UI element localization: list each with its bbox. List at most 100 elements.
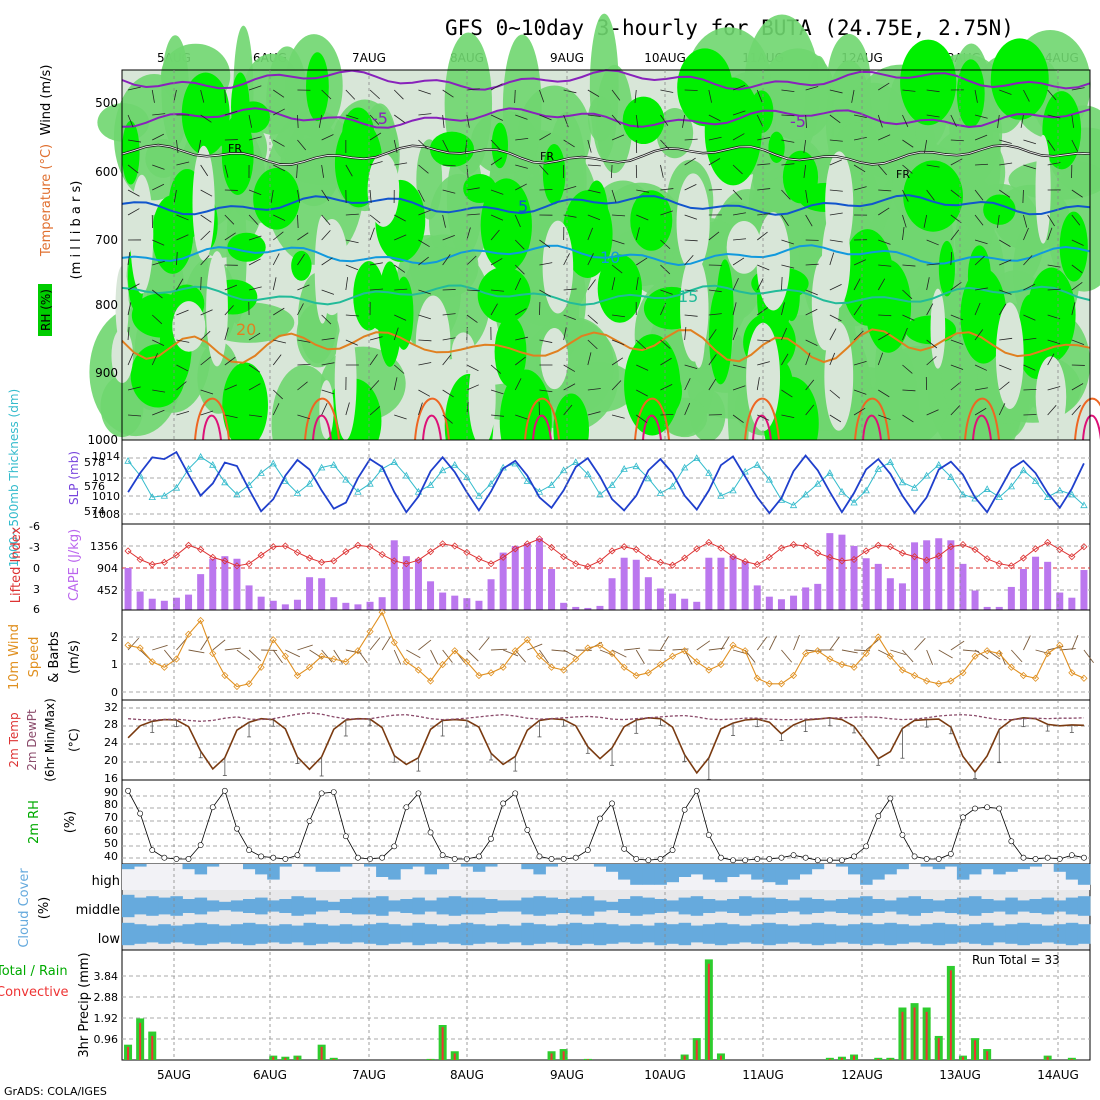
wind-barb <box>975 163 989 166</box>
rh2m-point <box>125 787 131 794</box>
wind-barb <box>636 189 650 193</box>
cloud-mid-bar <box>448 896 462 916</box>
cloud-low-bar <box>751 924 764 944</box>
wind-barb <box>442 189 456 194</box>
wind-barb <box>127 86 141 91</box>
wind-barb <box>974 214 984 226</box>
wind-barb <box>224 284 238 291</box>
li-label: Lifted Index <box>9 526 24 603</box>
li-point <box>547 543 556 551</box>
cloud-high-bar <box>642 864 655 885</box>
wind-barb <box>950 314 964 321</box>
contour-label: 20 <box>236 320 256 339</box>
contour-label: -5 <box>790 112 806 131</box>
wind-barb <box>1047 353 1055 366</box>
wind10m-barb <box>369 637 381 651</box>
li-point <box>245 560 253 568</box>
thickness-point <box>693 454 701 462</box>
wind-barb <box>273 108 285 116</box>
precip-conv-bar <box>151 1035 154 1060</box>
wind-barb <box>829 314 842 322</box>
cape-bar <box>281 604 289 610</box>
cape-bar <box>511 545 519 610</box>
rh-tick: 70 <box>104 811 118 824</box>
li-point <box>596 557 604 565</box>
cape-label: CAPE (J/kg) <box>67 529 82 601</box>
rh2m-point <box>621 845 628 852</box>
wind-barb <box>902 327 908 341</box>
wind-barb <box>515 308 527 316</box>
pressure-tick: 1000 <box>87 433 118 447</box>
cloud-mid-bar <box>158 897 171 915</box>
wind-barb <box>321 164 325 178</box>
li-point <box>947 543 955 551</box>
warm-contour <box>194 397 230 441</box>
thickness-point <box>330 461 338 468</box>
cloud-high-bar <box>872 864 885 880</box>
wind-barb <box>418 139 429 150</box>
slp-tick: 1010 <box>92 490 120 503</box>
wind-barb <box>997 114 1000 128</box>
wind-barb <box>272 403 280 416</box>
hot-contour <box>202 414 222 441</box>
li-tick: -6 <box>29 520 40 533</box>
cloud-mid-bar <box>545 897 558 915</box>
wind-barb <box>998 303 1007 316</box>
rh2m-point <box>572 854 579 861</box>
cloud-high-bar <box>993 864 1006 875</box>
cloud-high-bar <box>279 864 292 867</box>
rh-bright-blob <box>1059 211 1088 282</box>
wind-barb <box>369 406 381 416</box>
cape-bar <box>1044 561 1052 610</box>
cloud-high-bar <box>932 864 946 870</box>
wind10m-barb <box>236 649 250 661</box>
cloud-low-bar <box>618 925 631 943</box>
wind10m-barb <box>381 636 392 651</box>
wind10m-barb <box>950 640 965 651</box>
cloud-mid-bar <box>763 897 776 915</box>
wind-barb <box>636 257 648 266</box>
cloud-high-bar <box>593 864 607 867</box>
li-point <box>136 555 144 564</box>
wind-barb <box>660 383 673 391</box>
wind-barb <box>926 409 939 416</box>
wind10m-point <box>620 663 628 671</box>
cape-frame <box>121 523 1091 611</box>
wind-barb <box>490 229 500 241</box>
bottom-date-label: 8AUG <box>450 1068 484 1082</box>
precip-unit: 3hr Precip (mm) <box>77 952 92 1057</box>
li-point <box>789 541 798 549</box>
wind-barb <box>635 227 640 241</box>
cloud-mid-bar <box>267 900 280 912</box>
cape-bar <box>293 599 301 610</box>
wind-barb <box>974 407 987 416</box>
wind-barb <box>999 337 1013 341</box>
rh2m-point <box>923 856 930 862</box>
cloud-high-bar <box>751 864 764 880</box>
cloud-high-bar <box>714 864 728 883</box>
wind-barb <box>563 214 577 218</box>
wind10m-point <box>935 680 943 688</box>
cape-bar <box>814 583 822 610</box>
precip-tick: 3.84 <box>94 970 119 983</box>
wind-barb <box>660 413 674 416</box>
wind10m-point <box>426 677 435 685</box>
wind-barb <box>321 337 335 341</box>
wind-barb <box>442 389 454 398</box>
cloud-mid-bar <box>654 899 667 913</box>
wind-barb <box>394 314 407 321</box>
wind10m-barb <box>660 635 669 651</box>
cloud-mid-bar <box>581 896 595 916</box>
li-point <box>995 560 1003 568</box>
wind-barb <box>926 189 935 201</box>
li-tick: 6 <box>33 603 40 616</box>
wind-barb <box>369 262 383 266</box>
cape-bar <box>318 578 326 610</box>
cloud-low-bar <box>969 924 982 944</box>
cloud-mid-bar <box>981 899 994 913</box>
wind-barb <box>636 214 649 221</box>
rh-bright-blob <box>956 59 985 128</box>
rh2m-point <box>415 790 422 797</box>
li-point <box>281 542 289 550</box>
wind-barb <box>902 89 916 92</box>
